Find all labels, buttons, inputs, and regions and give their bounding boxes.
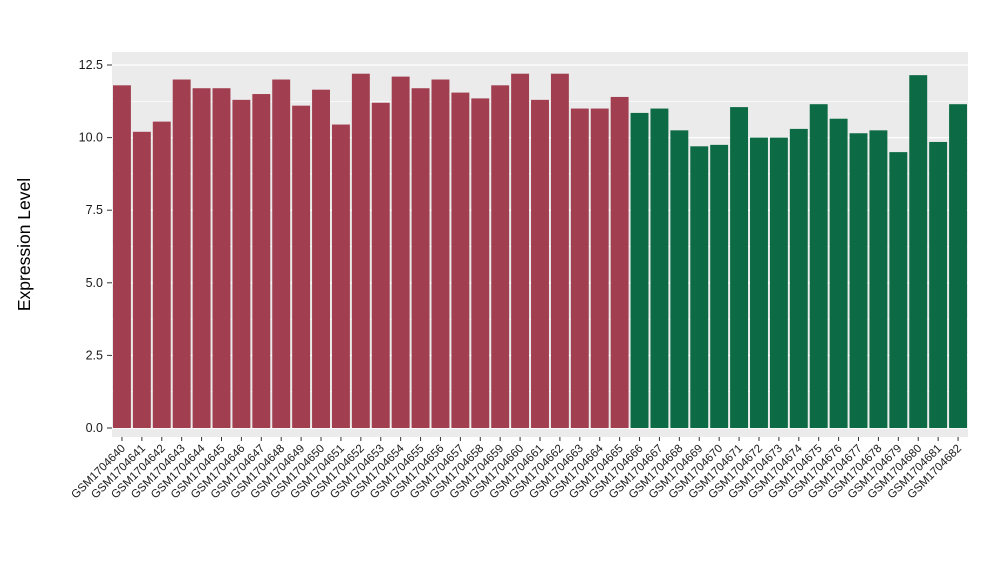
bar bbox=[331, 124, 350, 429]
bar bbox=[550, 73, 569, 428]
bar bbox=[371, 102, 390, 428]
bar bbox=[132, 131, 151, 429]
bar bbox=[750, 137, 768, 428]
y-tick-label: 0.0 bbox=[86, 421, 103, 435]
bar bbox=[451, 92, 470, 428]
bar bbox=[670, 130, 689, 428]
bar bbox=[252, 94, 271, 428]
bar bbox=[411, 88, 430, 429]
y-axis-title: Expression Level bbox=[14, 178, 34, 311]
bar bbox=[272, 79, 291, 429]
bar bbox=[232, 99, 251, 429]
bar bbox=[610, 96, 629, 428]
bar bbox=[949, 104, 968, 428]
bar bbox=[212, 88, 231, 429]
bar bbox=[889, 152, 908, 428]
bar bbox=[630, 112, 649, 428]
bar bbox=[511, 73, 530, 428]
bar bbox=[710, 144, 729, 429]
y-tick-label: 12.5 bbox=[79, 58, 103, 72]
bar bbox=[730, 107, 749, 428]
bar bbox=[431, 79, 450, 429]
bar bbox=[789, 128, 808, 428]
y-tick-label: 5.0 bbox=[86, 276, 103, 290]
bar bbox=[391, 76, 410, 428]
y-tick-label: 10.0 bbox=[79, 131, 103, 145]
bar bbox=[590, 108, 609, 428]
bar bbox=[869, 130, 888, 428]
bar bbox=[192, 88, 211, 429]
bar bbox=[491, 85, 510, 428]
bar bbox=[769, 137, 788, 428]
bar bbox=[929, 141, 948, 428]
y-tick-label: 2.5 bbox=[86, 348, 103, 362]
bar bbox=[351, 73, 370, 428]
bar bbox=[292, 105, 311, 428]
bar bbox=[909, 75, 928, 428]
bar bbox=[829, 118, 848, 428]
bar bbox=[849, 133, 868, 428]
bar bbox=[650, 108, 669, 428]
bar bbox=[809, 104, 828, 428]
bar bbox=[531, 99, 549, 429]
bar bbox=[172, 79, 191, 429]
bar bbox=[312, 89, 330, 429]
bar bbox=[570, 108, 589, 428]
bar bbox=[690, 146, 709, 428]
bar bbox=[471, 98, 490, 429]
bar bbox=[152, 121, 171, 429]
y-tick-label: 7.5 bbox=[86, 203, 103, 217]
bar bbox=[112, 85, 131, 428]
